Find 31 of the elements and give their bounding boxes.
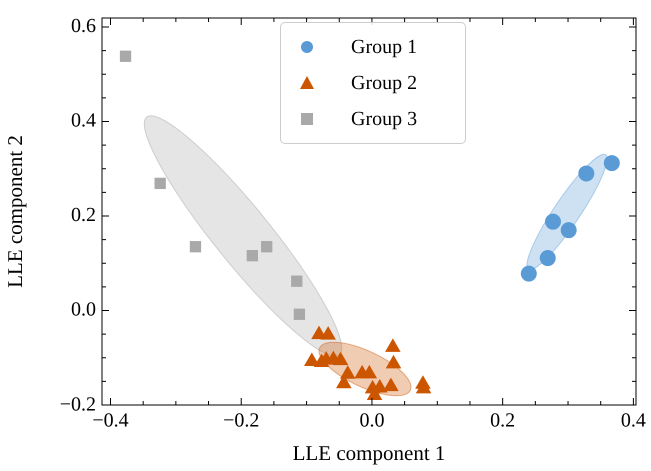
legend-label: Group 2 — [351, 72, 418, 94]
legend-label: Group 1 — [351, 36, 418, 58]
point — [385, 338, 401, 352]
point — [386, 354, 402, 368]
point — [604, 155, 620, 172]
x-tick-label: 0.0 — [359, 409, 384, 432]
x-axis-title: LLE component 1 — [292, 440, 446, 465]
point — [544, 214, 561, 230]
point — [362, 364, 378, 378]
x-tick-label: 0.4 — [620, 409, 646, 432]
point — [560, 222, 577, 238]
point — [540, 250, 556, 266]
y-axis-title: LLE component 2 — [3, 135, 28, 288]
point — [246, 250, 258, 262]
y-tick-label: 0.2 — [71, 204, 96, 226]
y-tick-label: 0.4 — [71, 110, 96, 132]
point — [320, 326, 336, 340]
legend-label: Group 3 — [351, 108, 418, 130]
point — [578, 165, 594, 182]
point — [190, 241, 202, 252]
point — [520, 266, 537, 282]
point — [332, 352, 348, 366]
point — [383, 378, 399, 392]
x-tick-label: −0.2 — [223, 409, 260, 432]
y-tick-label: 0.0 — [71, 298, 96, 321]
y-tick-label: 0.6 — [71, 15, 96, 38]
point — [291, 276, 302, 287]
x-tick-label: 0.2 — [490, 409, 516, 432]
point — [294, 308, 306, 320]
point — [261, 241, 272, 252]
point — [154, 178, 166, 190]
